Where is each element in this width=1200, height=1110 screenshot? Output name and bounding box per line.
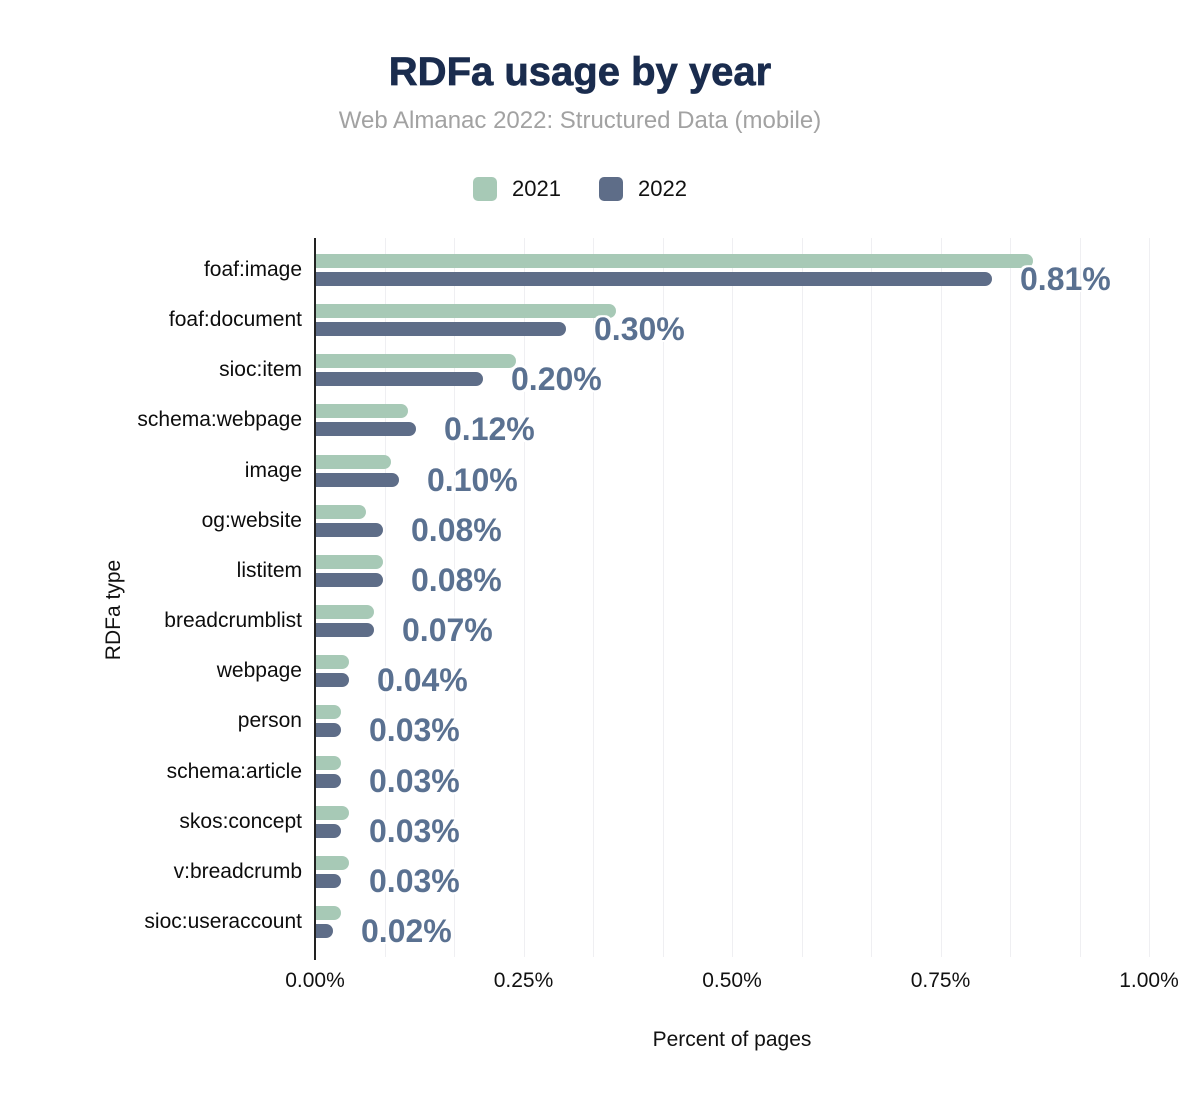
- value-label-image: 0.10%: [427, 461, 518, 498]
- y-axis-category-label: image: [244, 458, 302, 482]
- gridline: [940, 238, 942, 957]
- bar-2022-foaf:image[interactable]: [316, 272, 992, 286]
- gridline: [732, 238, 733, 957]
- bar-2021-skos:concept[interactable]: [316, 805, 349, 820]
- bar-2022-listitem[interactable]: [316, 572, 383, 587]
- value-label-schema:article: 0.03%: [369, 762, 460, 799]
- gridline: [1079, 238, 1081, 957]
- y-axis-category-label: person: [237, 709, 302, 733]
- gridline: [1010, 238, 1011, 957]
- bar-2021-image[interactable]: [316, 454, 391, 469]
- value-label-sioc:useraccount: 0.02%: [361, 912, 452, 949]
- value-label-listitem: 0.08%: [411, 561, 502, 598]
- legend-swatch-2022-icon: [599, 177, 623, 201]
- value-label-foaf:image: 0.81%: [1020, 261, 1111, 297]
- y-axis-category-label: v:breadcrumb: [173, 859, 302, 883]
- bar-2021-breadcrumblist[interactable]: [316, 605, 374, 620]
- bar-2022-og:website[interactable]: [316, 522, 383, 537]
- value-label-skos:concept: 0.03%: [369, 812, 460, 849]
- bar-2021-schema:article[interactable]: [316, 755, 341, 770]
- bar-2022-skos:concept[interactable]: [316, 823, 341, 838]
- gridline: [523, 238, 525, 957]
- legend-swatch-2021-icon: [473, 177, 498, 201]
- legend: 2021 2022: [0, 176, 1160, 202]
- bar-2021-sioc:item[interactable]: [316, 354, 516, 369]
- y-axis-category-label: og:website: [201, 508, 302, 532]
- gridline: [871, 238, 872, 957]
- value-label-foaf:document: 0.30%: [594, 311, 685, 348]
- x-axis-tick-label: 0.75%: [910, 969, 971, 992]
- y-axis-category-label: listitem: [236, 558, 302, 582]
- y-axis-category-label: foaf:image: [203, 258, 302, 281]
- value-label-person: 0.03%: [369, 712, 460, 749]
- bar-2021-foaf:image[interactable]: [316, 254, 1033, 268]
- value-label-webpage: 0.04%: [377, 662, 468, 699]
- y-axis-category-label: schema:webpage: [137, 408, 302, 432]
- y-axis-category-label: schema:article: [166, 759, 302, 783]
- bar-2022-sioc:item[interactable]: [316, 372, 483, 387]
- bar-2022-breadcrumblist[interactable]: [316, 623, 374, 638]
- y-axis-line: [314, 238, 316, 960]
- gridline: [454, 238, 455, 957]
- bar-2021-og:website[interactable]: [316, 504, 366, 519]
- x-axis-tick-label: 0.25%: [493, 969, 554, 992]
- gridline: [593, 238, 594, 957]
- legend-item-2021[interactable]: 2021: [473, 176, 561, 202]
- y-axis-category-label: skos:concept: [179, 809, 302, 833]
- value-label-og:website: 0.08%: [411, 511, 502, 548]
- value-label-sioc:item: 0.20%: [511, 361, 602, 398]
- bar-2022-v:breadcrumb[interactable]: [316, 873, 341, 888]
- y-axis-title: RDFa type: [102, 559, 125, 661]
- value-label-schema:webpage: 0.12%: [444, 411, 535, 448]
- x-axis-tick-label: 0.50%: [702, 969, 762, 992]
- bar-2022-schema:article[interactable]: [316, 773, 341, 788]
- bar-2021-listitem[interactable]: [316, 554, 383, 569]
- y-axis-category-label: webpage: [216, 659, 302, 683]
- bar-2021-v:breadcrumb[interactable]: [316, 855, 349, 870]
- y-axis-category-label: breadcrumblist: [164, 609, 302, 633]
- x-axis-title: Percent of pages: [652, 1028, 812, 1051]
- bar-2021-sioc:useraccount[interactable]: [316, 905, 341, 920]
- bar-2022-foaf:document[interactable]: [316, 322, 566, 337]
- bar-2022-person[interactable]: [316, 723, 341, 738]
- legend-item-2022[interactable]: 2022: [599, 176, 687, 202]
- chart-title: RDFa usage by year: [388, 50, 772, 95]
- value-label-breadcrumblist: 0.07%: [402, 612, 493, 649]
- gridline: [662, 238, 664, 957]
- bar-2021-webpage[interactable]: [316, 655, 349, 670]
- bar-2022-sioc:useraccount[interactable]: [316, 923, 333, 938]
- bar-2021-person[interactable]: [316, 705, 341, 720]
- gridline: [1149, 238, 1150, 957]
- bar-2021-foaf:document[interactable]: [316, 304, 616, 319]
- x-axis-tick-label: 1.00%: [1119, 969, 1179, 992]
- gridline: [801, 238, 803, 957]
- bar-2022-webpage[interactable]: [316, 673, 349, 688]
- bar-2022-image[interactable]: [316, 472, 399, 487]
- y-axis-category-label: sioc:useraccount: [144, 909, 302, 933]
- value-label-v:breadcrumb: 0.03%: [369, 862, 460, 899]
- legend-label-2022: 2022: [638, 176, 687, 201]
- chart-subtitle: Web Almanac 2022: Structured Data (mobil…: [338, 107, 822, 134]
- y-axis-category-label: foaf:document: [168, 308, 302, 332]
- y-axis-category-label: sioc:item: [219, 358, 302, 382]
- bar-2022-schema:webpage[interactable]: [316, 422, 416, 437]
- bar-2021-schema:webpage[interactable]: [316, 404, 408, 419]
- gridline: [384, 238, 386, 957]
- x-axis-tick-label: 0.00%: [285, 969, 345, 992]
- legend-label-2021: 2021: [512, 176, 561, 201]
